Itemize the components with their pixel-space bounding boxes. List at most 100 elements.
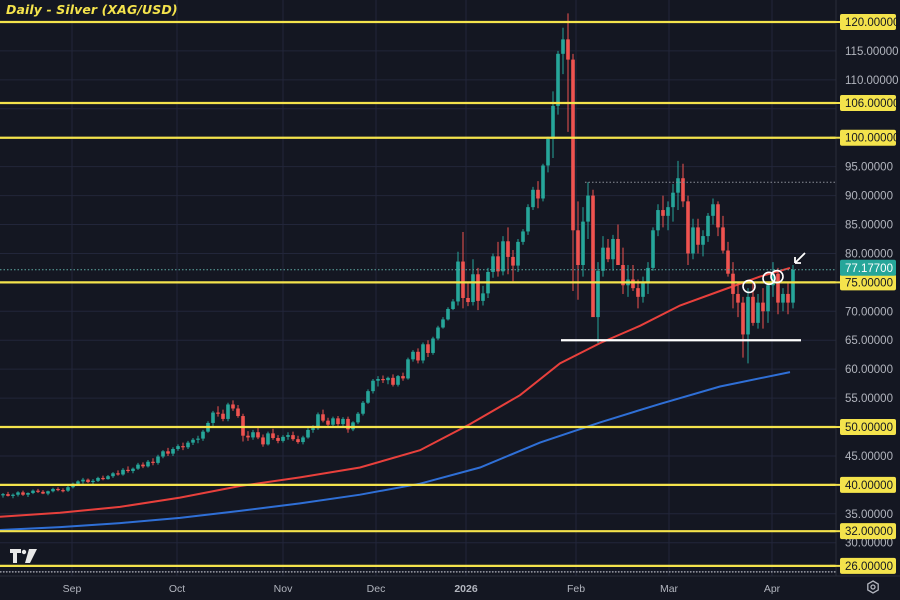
candle [531,189,535,208]
candle [151,461,155,463]
candle [1,494,5,496]
candle [406,359,410,379]
candle [691,227,695,254]
candle [46,491,50,494]
candle [366,391,370,403]
level-price-tag [840,557,896,574]
level-price-tag [840,419,896,436]
candle [621,265,625,286]
candle [581,221,585,266]
candle [651,230,655,268]
price-axis[interactable]: 115.00000 110.00000 95.00000 90.00000 85.000… [845,46,899,550]
candle [131,468,135,471]
candle [356,413,360,423]
candle [791,269,795,303]
candle [616,238,620,266]
candle [141,464,145,467]
candle [696,227,700,245]
time-tick: 2026 [454,583,478,595]
candle [6,494,10,496]
candle [666,207,670,216]
candle [381,378,385,381]
candle [286,435,290,437]
candle [551,105,555,139]
candle [506,241,510,257]
candle [711,204,715,216]
time-axis[interactable]: Sep Oct Nov Dec 2026 Feb Mar Apr [63,583,781,595]
gear-icon[interactable] [866,580,880,594]
candle [31,490,35,493]
candle [766,285,770,312]
candle [301,437,305,443]
chart-title: Daily - Silver (XAG/USD) [6,2,178,17]
candle [76,481,80,484]
candle [61,490,65,492]
price-tick: 85.00000 [845,220,893,232]
candle [146,461,150,467]
candle [706,215,710,237]
candle [426,344,430,353]
candle [256,432,260,438]
candle [401,376,405,379]
candle [556,53,560,106]
level-price-tag-text: 50.00000 [845,422,893,434]
level-price-tag-text: 106.00000 [845,98,899,110]
candle [656,210,660,231]
candle [181,446,185,448]
candle [171,449,175,454]
candle [21,492,25,495]
candle [496,256,500,272]
candle [576,230,580,266]
candle [266,433,270,445]
candle [26,492,30,495]
candle [451,301,455,309]
price-tick: 65.00000 [845,335,893,347]
price-tick: 80.00000 [845,248,893,260]
candle [721,227,725,251]
candle [291,435,295,440]
level-price-tag [840,14,896,30]
arrow-annotation [794,252,806,264]
ma-red-line [0,266,791,518]
candle [641,282,645,297]
candle [386,377,390,381]
candle [351,422,355,430]
candle [276,438,280,441]
candle [586,195,590,222]
candle [271,433,275,439]
candle [681,178,685,202]
tradingview-logo-icon [10,549,37,563]
candle [771,273,775,286]
candle [241,416,245,436]
candle [361,402,365,414]
horizontal-levels[interactable] [0,20,836,573]
candle [521,231,525,242]
price-tick: 90.00000 [845,191,893,203]
candle [501,241,505,272]
candle [476,274,480,301]
candle [236,408,240,417]
candle [201,431,205,439]
candle [441,319,445,328]
candle [491,256,495,272]
current-price-text: 77.17700 [845,263,893,275]
candle [211,412,215,423]
candle [161,451,165,457]
candle [186,442,190,448]
candle [676,178,680,193]
candle [446,308,450,320]
candle [686,201,690,254]
candle [321,414,325,421]
candle [346,418,350,430]
candle [316,414,320,429]
ma-blue-line [0,371,791,531]
candle [86,479,90,482]
candle [121,469,125,475]
candle [191,439,195,443]
level-price-tag [840,95,896,112]
candle [246,435,250,438]
level-price-tag [840,523,896,540]
candle [566,39,570,60]
candle [371,380,375,392]
